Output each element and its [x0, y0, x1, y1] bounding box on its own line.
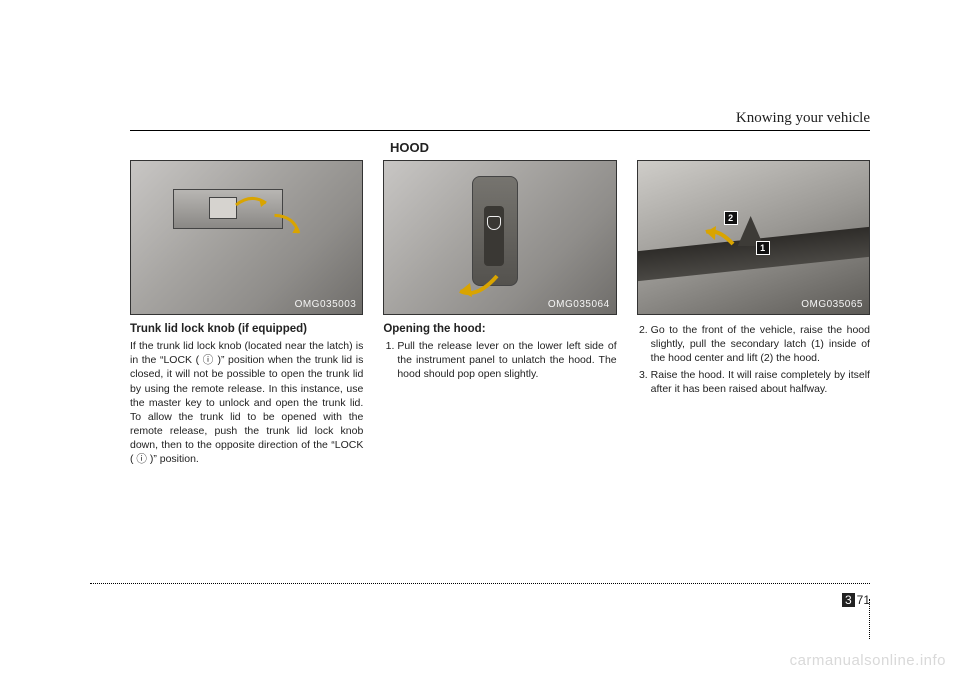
figure-label: OMG035065 [801, 299, 863, 310]
chapter-number: 3 [842, 593, 855, 607]
footer-rule [90, 583, 870, 584]
hood-title: HOOD [390, 140, 429, 155]
section-header: Knowing your vehicle [736, 110, 870, 127]
figure-label: OMG035003 [295, 299, 357, 310]
col2-subhead: Opening the hood: [383, 323, 616, 335]
figure-hood-lever: OMG035064 [383, 160, 616, 315]
watermark: carmanualsonline.info [790, 652, 946, 669]
col1-body: If the trunk lid lock knob (located near… [130, 339, 363, 467]
callout-1: 1 [756, 241, 770, 255]
figure-hood-latch: 1 2 OMG035065 [637, 160, 870, 315]
column-3: 1 2 OMG035065 Go to the front of the veh… [637, 160, 870, 467]
page-no: 71 [857, 593, 870, 607]
arrow-left-icon [231, 195, 271, 215]
figure-label: OMG035064 [548, 299, 610, 310]
arrow-lift-icon [698, 224, 738, 248]
step-1: Pull the release lever on the lower left… [397, 339, 616, 382]
arrow-pull-icon [452, 271, 502, 301]
step-3: Raise the hood. It will raise completely… [651, 368, 870, 396]
figure-trunk-lock: OMG035003 [130, 160, 363, 315]
arrow-right-icon [264, 204, 307, 245]
col3-body: Go to the front of the vehicle, raise th… [637, 323, 870, 396]
header-rule [130, 130, 870, 131]
callout-2: 2 [724, 211, 738, 225]
col2-body: Pull the release lever on the lower left… [383, 339, 616, 382]
col1-subhead: Trunk lid lock knob (if equipped) [130, 323, 363, 335]
manual-page: Knowing your vehicle HOOD OMG035003 Trun… [0, 0, 960, 679]
content-columns: OMG035003 Trunk lid lock knob (if equipp… [130, 160, 870, 467]
page-number: 371 [842, 593, 870, 607]
column-2: OMG035064 Opening the hood: Pull the rel… [383, 160, 616, 467]
step-2: Go to the front of the vehicle, raise th… [651, 323, 870, 366]
hood-lever [484, 206, 504, 266]
column-1: OMG035003 Trunk lid lock knob (if equipp… [130, 160, 363, 467]
footer-tick [869, 599, 870, 639]
